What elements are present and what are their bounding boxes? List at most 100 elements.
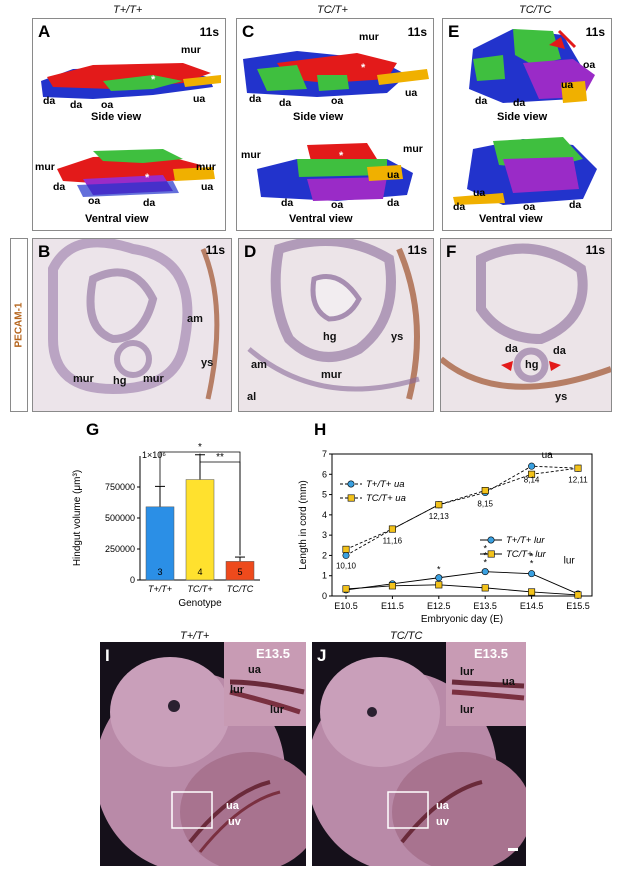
y-tick-label: 3 [322, 530, 327, 540]
bar-n-label: 5 [237, 567, 242, 577]
vessel-label-oa: oa [583, 59, 596, 71]
panel-a-3d-reconstruction: A 11s * * mur da da oa ua Side view mur … [32, 18, 226, 231]
bar [185, 479, 215, 581]
side-view-caption: Side view [293, 111, 344, 123]
y-tick-label: 500000 [105, 513, 135, 523]
ventral-view-caption: Ventral view [85, 213, 149, 225]
x-tick-label: T+/T+ [148, 584, 172, 594]
group-label-ua: ua [542, 450, 554, 461]
histology-image [441, 239, 611, 411]
vessel-label-ua: ua [193, 93, 206, 105]
svg-text:*: * [151, 74, 156, 86]
histology-image [239, 239, 433, 411]
n-label: 8,15 [477, 500, 493, 509]
vessel-label-da: da [279, 97, 292, 109]
vessel-label-mur: mur [359, 31, 379, 43]
vessel-label-da: da [475, 95, 488, 107]
vessel-label-da: da [70, 99, 83, 111]
stage-label: 11s [585, 25, 605, 39]
vessel-label-da: da [249, 93, 262, 105]
ventral-view-caption: Ventral view [289, 213, 353, 225]
n-label: 12,13 [429, 512, 450, 521]
embryo-label-ua: ua [436, 800, 449, 812]
data-point [342, 545, 350, 553]
panel-letter: C [242, 22, 255, 41]
tissue-label-da: da [505, 343, 518, 355]
ventral-view-caption: Ventral view [479, 213, 543, 225]
stain-label: PECAM-1 [13, 302, 25, 348]
panel-letter: J [317, 646, 327, 665]
vessel-label-ua: ua [387, 169, 400, 181]
embryo-label-uv: uv [228, 816, 241, 828]
panel-f-section: F 11s da da hg ys [440, 238, 612, 412]
data-point [342, 551, 350, 559]
vessel-label-mur: mur [196, 161, 216, 173]
inset-label-lur: lur [460, 704, 475, 716]
panel-letter: E [448, 22, 460, 41]
y-tick-label: 4 [322, 510, 327, 520]
genotype-header-c: TC/T+ [317, 4, 348, 16]
bar-n-label: 4 [197, 567, 202, 577]
y-axis-title: Length in cord (mm) [298, 480, 309, 569]
inset-stage-label: E13.5 [474, 646, 508, 661]
vessel-render-svg: * * [243, 51, 429, 201]
panel-letter: D [244, 242, 257, 261]
vessel-label-ua: ua [561, 79, 574, 91]
x-tick-label: E12.5 [427, 601, 451, 611]
y-tick-label: 0 [130, 575, 135, 585]
tissue-label-ys: ys [391, 331, 404, 343]
y-tick-label: 7 [322, 449, 327, 459]
svg-text:*: * [145, 172, 150, 184]
legend-label: T+/T+ lur [506, 535, 545, 546]
data-point [435, 501, 443, 509]
vessel-label-oa: oa [101, 99, 114, 111]
y-exponent-label: 1×10⁶ [142, 450, 166, 460]
vessel-render-svg [453, 29, 597, 205]
significance-star: * [483, 558, 487, 568]
tissue-label-mur: mur [143, 373, 164, 385]
legend-label: TC/T+ ua [366, 493, 406, 504]
panel-letter-h: H [314, 420, 327, 439]
stage-label: 11s [407, 243, 427, 257]
y-tick-label: 750000 [105, 482, 135, 492]
x-tick-label: TC/T+ [187, 584, 212, 594]
y-tick-label: 6 [322, 469, 327, 479]
inset-label-lur: lur [460, 666, 475, 678]
panel-letter: A [38, 22, 51, 41]
x-tick-label: E15.5 [566, 601, 590, 611]
vessel-label-oa: oa [331, 199, 344, 211]
vessel-label-da: da [43, 95, 56, 107]
panel-d-section: D 11s hg ys am mur al [238, 238, 434, 412]
histology-image [33, 239, 231, 411]
embryo-image [312, 642, 526, 866]
vessel-label-mur: mur [403, 143, 423, 155]
vessel-label-da: da [513, 97, 526, 109]
tissue-label-ys: ys [555, 391, 568, 403]
y-tick-label: 5 [322, 490, 327, 500]
vessel-render-svg: * * [41, 63, 221, 197]
y-tick-label: 0 [322, 591, 327, 601]
tissue-label-mur: mur [321, 369, 342, 381]
x-tick-label: E14.5 [520, 601, 544, 611]
stage-label: 11s [585, 243, 605, 257]
panel-i-embryo-photo: I E13.5 ua lur lur ua uv [100, 642, 306, 866]
tissue-label-hg: hg [113, 375, 127, 387]
n-label: 11,16 [383, 536, 403, 545]
panel-b-section: B 11s am ys mur hg mur [32, 238, 232, 412]
legend-label: TC/T+ lur [506, 549, 547, 560]
inset-stage-label: E13.5 [256, 646, 290, 661]
vessel-label-mur: mur [181, 44, 201, 56]
vessel-label-ua: ua [405, 87, 418, 99]
stage-label: 11s [199, 25, 219, 39]
tissue-label-am: am [251, 359, 267, 371]
x-tick-label: E13.5 [473, 601, 497, 611]
y-tick-label: 1 [322, 571, 327, 581]
inset-label-ua: ua [502, 676, 515, 688]
x-tick-label: E11.5 [381, 601, 404, 611]
n-label: 10,10 [336, 562, 357, 571]
data-point [388, 582, 396, 590]
vessel-label-oa: oa [88, 195, 101, 207]
n-label: 12,11 [568, 475, 588, 484]
data-point [481, 487, 489, 495]
panel-letter: I [105, 646, 110, 665]
